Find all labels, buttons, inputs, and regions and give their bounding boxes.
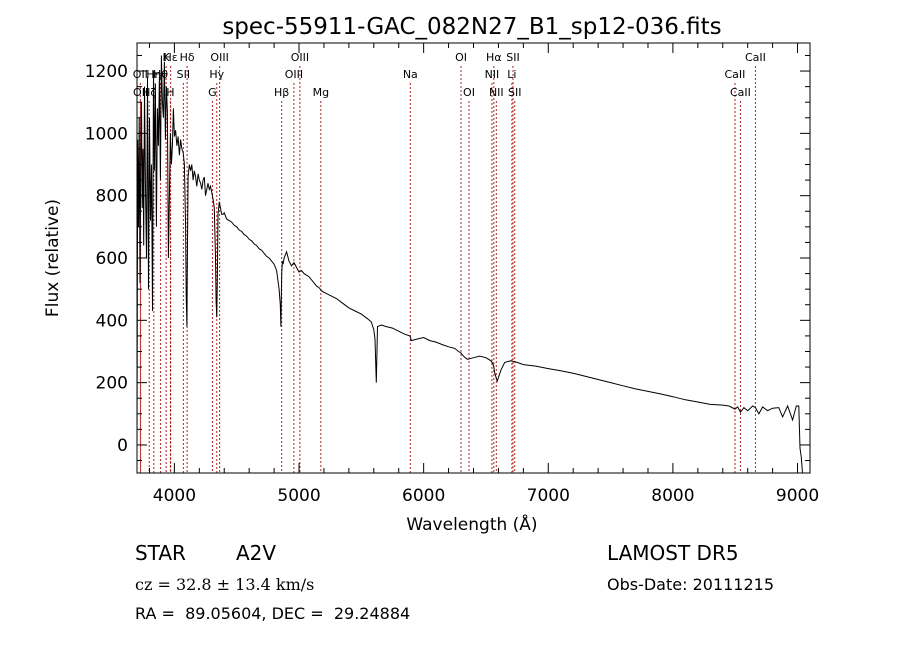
ra-dec-coordinates: RA = 89.05604, DEC = 29.24884 bbox=[135, 604, 410, 623]
line-label-17: Li bbox=[507, 68, 516, 81]
line-label-15: Na bbox=[403, 68, 418, 81]
line-label-6: SII bbox=[506, 51, 519, 64]
x-tick-label-1: 5000 bbox=[277, 486, 320, 506]
line-label-0: Hε bbox=[164, 51, 178, 64]
line-label-23: Hβ bbox=[274, 86, 289, 99]
line-label-4: OI bbox=[455, 51, 467, 64]
line-label-7: CaII bbox=[745, 51, 766, 64]
line-label-27: SII bbox=[508, 86, 521, 99]
spectrum-line bbox=[136, 55, 804, 474]
x-tick-label-0: 4000 bbox=[153, 486, 196, 506]
chart-title: spec-55911-GAC_082N27_B1_sp12-036.fits bbox=[222, 14, 721, 40]
line-label-22: G bbox=[208, 86, 217, 99]
line-label-14: OIII bbox=[285, 68, 303, 81]
line-markers bbox=[139, 66, 756, 473]
x-axis-ticks: 4000 5000 6000 7000 8000 9000 bbox=[148, 43, 819, 506]
y-tick-label-1: 200 bbox=[96, 374, 128, 394]
x-tick-label-4: 8000 bbox=[651, 486, 694, 506]
y-axis-label: Flux (relative) bbox=[43, 199, 63, 317]
obs-date: Obs-Date: 20111215 bbox=[607, 575, 774, 594]
line-label-3: OIII bbox=[291, 51, 309, 64]
line-label-24: Mg bbox=[313, 86, 329, 99]
line-label-20: Hζ bbox=[142, 86, 156, 99]
survey-name: LAMOST DR5 bbox=[607, 541, 739, 565]
y-axis-ticks: 0 200 400 600 800 1000 1200 bbox=[85, 54, 810, 462]
line-label-5: Hα bbox=[486, 51, 502, 64]
y-tick-label-6: 1200 bbox=[85, 62, 128, 82]
line-label-12: SII bbox=[177, 68, 190, 81]
line-label-21: H bbox=[166, 86, 174, 99]
line-label-18: CaII bbox=[725, 68, 746, 81]
object-class: STAR bbox=[135, 541, 186, 565]
line-label-13: Hγ bbox=[209, 68, 224, 81]
line-label-28: CaII bbox=[730, 86, 751, 99]
y-tick-label-2: 400 bbox=[96, 311, 128, 331]
redshift-cz: cz = 32.8 ± 13.4 km/s bbox=[135, 575, 314, 594]
line-label-25: OI bbox=[463, 86, 475, 99]
line-label-26: NII bbox=[489, 86, 504, 99]
line-label-16: NII bbox=[485, 68, 500, 81]
x-tick-label-3: 7000 bbox=[527, 486, 570, 506]
plot-frame bbox=[136, 42, 811, 474]
x-tick-label-2: 6000 bbox=[402, 486, 445, 506]
y-tick-label-0: 0 bbox=[117, 436, 128, 456]
x-tick-label-5: 9000 bbox=[776, 486, 819, 506]
x-axis-label: Wavelength (Å) bbox=[406, 513, 537, 535]
line-label-2: OIII bbox=[210, 51, 228, 64]
line-label-1: Hδ bbox=[180, 51, 195, 64]
line-label-11: Hθ bbox=[153, 68, 168, 81]
y-tick-label-3: 600 bbox=[96, 249, 128, 269]
spectral-subclass: A2V bbox=[236, 541, 276, 565]
y-tick-label-4: 800 bbox=[96, 187, 128, 207]
line-label-8: K bbox=[163, 51, 171, 64]
y-tick-label-5: 1000 bbox=[85, 124, 128, 144]
